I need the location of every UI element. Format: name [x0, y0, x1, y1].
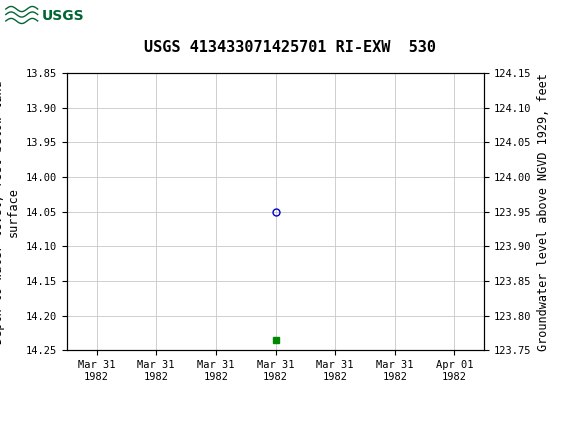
Text: USGS 413433071425701 RI-EXW  530: USGS 413433071425701 RI-EXW 530	[144, 40, 436, 55]
Text: USGS: USGS	[42, 9, 84, 23]
Y-axis label: Groundwater level above NGVD 1929, feet: Groundwater level above NGVD 1929, feet	[537, 73, 550, 351]
Y-axis label: Depth to water level, feet below land
surface: Depth to water level, feet below land su…	[0, 80, 20, 344]
FancyBboxPatch shape	[5, 3, 66, 30]
